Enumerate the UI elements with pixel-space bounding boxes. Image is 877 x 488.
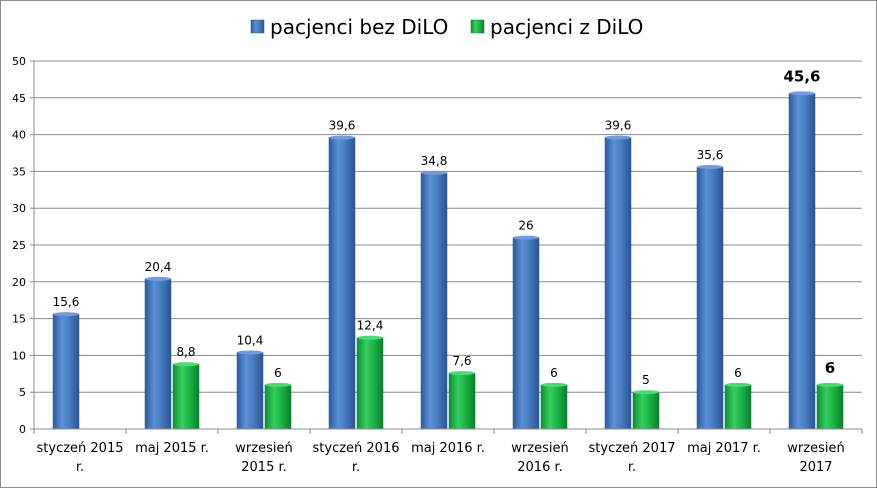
data-label: 5 xyxy=(642,373,650,387)
bar-top-cap xyxy=(53,312,79,317)
data-label: 6 xyxy=(550,366,558,380)
bar-top-cap xyxy=(357,335,383,340)
bar-bez-dilo xyxy=(604,137,632,430)
data-label: 34,8 xyxy=(421,154,448,168)
bar-z-dilo xyxy=(540,384,568,430)
x-category-label: wrzesień 2015 r. xyxy=(235,441,292,475)
bar-top-cap xyxy=(265,382,291,387)
bar-bez-dilo xyxy=(788,93,816,430)
bar-top-cap xyxy=(817,382,843,387)
data-label: 20,4 xyxy=(145,260,172,274)
labels: 0 5 10 15 20 25 30 35 40 45 50 15,6 styczeń 2015 r. 20… xyxy=(12,55,845,475)
legend: pacjenci bez DiLO pacjenci z DiLO xyxy=(250,15,643,39)
bar-top-cap xyxy=(449,371,475,376)
bar-z-dilo xyxy=(816,384,844,430)
data-label: 7,6 xyxy=(452,354,471,368)
legend-label: pacjenci z DiLO xyxy=(490,15,643,39)
gridlines xyxy=(34,60,862,393)
y-tick-label: 35 xyxy=(12,165,26,178)
bar-top-cap xyxy=(725,382,751,387)
data-label: 39,6 xyxy=(329,119,356,133)
bar-top-cap xyxy=(513,235,539,240)
bar-z-dilo xyxy=(724,384,752,430)
data-label: 8,8 xyxy=(176,345,195,359)
bar-top-cap xyxy=(633,390,659,395)
bar-z-dilo xyxy=(356,337,384,430)
y-tick-label: 45 xyxy=(12,92,26,105)
bar-bez-dilo xyxy=(328,137,356,430)
bar-bez-dilo xyxy=(420,172,448,430)
x-category-label: maj 2017 r. xyxy=(687,441,761,456)
y-tick-label: 5 xyxy=(19,386,26,399)
data-label: 6 xyxy=(825,359,835,377)
data-label: 6 xyxy=(734,366,742,380)
data-label: 6 xyxy=(274,366,282,380)
bar-bez-dilo xyxy=(696,166,724,430)
x-category-label: maj 2015 r. xyxy=(135,441,209,456)
bar-bez-dilo xyxy=(52,313,80,430)
bar-z-dilo xyxy=(264,384,292,430)
x-category-label: styczeń 2017 r. xyxy=(589,441,676,475)
data-label: 15,6 xyxy=(53,295,80,309)
axes xyxy=(30,60,863,434)
legend-swatch xyxy=(470,19,485,34)
bar-top-cap xyxy=(697,164,723,169)
bar-bez-dilo xyxy=(144,278,172,430)
bar-top-cap xyxy=(421,170,447,175)
bar-top-cap xyxy=(605,135,631,140)
x-category-label: wrzesień 2017 xyxy=(787,441,844,475)
y-tick-label: 10 xyxy=(12,349,26,362)
data-label: 10,4 xyxy=(237,333,264,347)
bar-top-cap xyxy=(145,276,171,281)
y-tick-label: 15 xyxy=(12,313,26,326)
bar-z-dilo xyxy=(632,391,660,430)
x-category-label: styczeń 2015 r. xyxy=(37,441,124,475)
y-tick-label: 25 xyxy=(12,239,26,252)
y-tick-label: 50 xyxy=(12,55,26,68)
legend-swatch xyxy=(250,19,265,34)
data-label: 35,6 xyxy=(697,148,724,162)
bar-z-dilo xyxy=(448,372,476,430)
bar-bez-dilo xyxy=(512,237,540,430)
bar-top-cap xyxy=(237,350,263,355)
y-tick-label: 30 xyxy=(12,202,26,215)
x-category-label: styczeń 2016 r. xyxy=(313,441,400,475)
data-label: 12,4 xyxy=(357,319,384,333)
bar-top-cap xyxy=(329,135,355,140)
y-tick-label: 0 xyxy=(19,423,26,436)
y-tick-label: 40 xyxy=(12,129,26,142)
data-label: 39,6 xyxy=(605,119,632,133)
bar-top-cap xyxy=(541,382,567,387)
x-category-label: wrzesień 2016 r. xyxy=(511,441,568,475)
data-label: 26 xyxy=(518,219,533,233)
bar-top-cap xyxy=(173,362,199,367)
x-category-label: maj 2016 r. xyxy=(411,441,485,456)
legend-label: pacjenci bez DiLO xyxy=(270,15,448,39)
bar-bez-dilo xyxy=(236,352,264,430)
bars xyxy=(52,91,844,430)
bar-top-cap xyxy=(789,91,815,96)
data-label: 45,6 xyxy=(783,67,820,85)
bar-z-dilo xyxy=(172,363,200,430)
y-tick-label: 20 xyxy=(12,276,26,289)
